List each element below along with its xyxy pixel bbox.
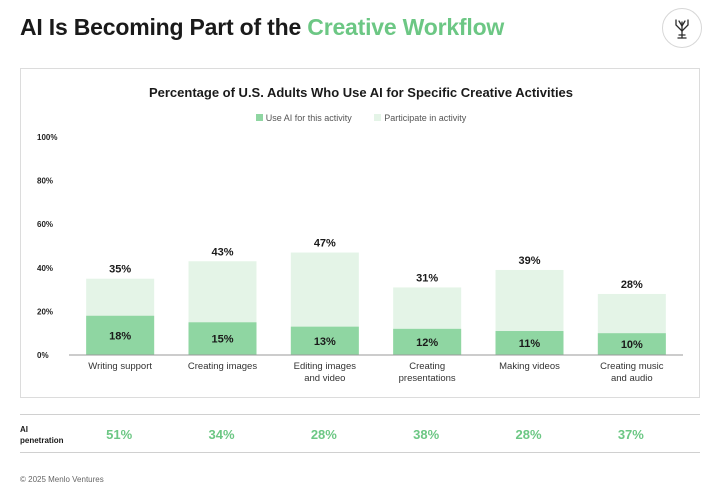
penetration-value: 28% — [515, 427, 542, 442]
y-tick-label: 0% — [37, 351, 49, 360]
data-label-participate: 39% — [518, 255, 540, 267]
page-title-prefix: AI Is Becoming Part of the — [20, 14, 302, 40]
data-label-participate: 43% — [211, 246, 233, 258]
legend-item-use-ai: Use AI for this activity — [255, 113, 352, 123]
bar-use-ai — [393, 328, 462, 355]
x-tick-label: and audio — [611, 373, 653, 384]
penetration-value: 34% — [208, 427, 235, 442]
legend-swatch-participate — [374, 114, 382, 121]
data-label-participate: 31% — [416, 272, 438, 284]
penetration-top-divider — [20, 414, 700, 415]
y-tick-label: 40% — [37, 264, 53, 273]
bar-use-ai — [495, 331, 564, 355]
chart-plot: 0% 20% 40% 60% 80% 100% 35% 18% Writing support 4… — [37, 133, 683, 384]
x-tick-label: Creating — [409, 361, 445, 372]
page-title-accent: Creative Workflow — [307, 14, 505, 40]
data-label-participate: 35% — [109, 264, 131, 276]
y-tick-label: 60% — [37, 220, 53, 229]
footer-copyright: © 2025 Menlo Ventures — [20, 475, 104, 484]
data-label-use-ai: 11% — [519, 338, 541, 350]
legend-swatch-use-ai — [255, 114, 263, 121]
penetration-value: 37% — [617, 427, 644, 442]
penetration-bottom-divider — [20, 452, 700, 453]
legend-label-use-ai: Use AI for this activity — [265, 113, 352, 123]
y-tick-label: 100% — [37, 133, 57, 142]
x-tick-label: Writing support — [88, 361, 152, 372]
penetration-value: 28% — [310, 427, 337, 442]
legend-item-participate: Participate in activity — [374, 113, 466, 123]
x-tick-label: Creating images — [188, 361, 257, 372]
data-label-participate: 47% — [314, 238, 336, 250]
data-label-participate: 28% — [621, 279, 643, 291]
data-label-use-ai: 18% — [109, 330, 131, 342]
menlo-ventures-logo-icon — [662, 8, 702, 48]
data-label-use-ai: 13% — [314, 336, 336, 348]
penetration-value: 38% — [413, 427, 440, 442]
data-label-use-ai: 12% — [416, 337, 438, 349]
bar-use-ai — [188, 322, 257, 355]
y-tick-label: 20% — [37, 307, 53, 316]
bar-use-ai — [597, 333, 666, 355]
chart-card: Percentage of U.S. Adults Who Use AI for… — [20, 68, 700, 398]
data-label-use-ai: 10% — [621, 339, 643, 351]
chart-legend: Use AI for this activity Participate in … — [21, 113, 701, 123]
page-title: AI Is Becoming Part of the Creative Work… — [20, 14, 504, 41]
bar-use-ai — [86, 315, 155, 355]
y-tick-label: 80% — [37, 177, 53, 186]
x-tick-label: Making videos — [499, 361, 560, 372]
penetration-label: AI penetration — [20, 425, 64, 445]
x-tick-label: Editing images — [294, 361, 357, 372]
x-tick-label: presentations — [399, 373, 456, 384]
x-tick-label: and video — [304, 373, 345, 384]
data-label-use-ai: 15% — [211, 334, 233, 346]
bar-use-ai — [290, 326, 359, 355]
penetration-value: 51% — [106, 427, 133, 442]
x-tick-label: Creating music — [600, 361, 664, 372]
legend-label-participate: Participate in activity — [384, 113, 467, 123]
chart-title: Percentage of U.S. Adults Who Use AI for… — [148, 85, 574, 100]
